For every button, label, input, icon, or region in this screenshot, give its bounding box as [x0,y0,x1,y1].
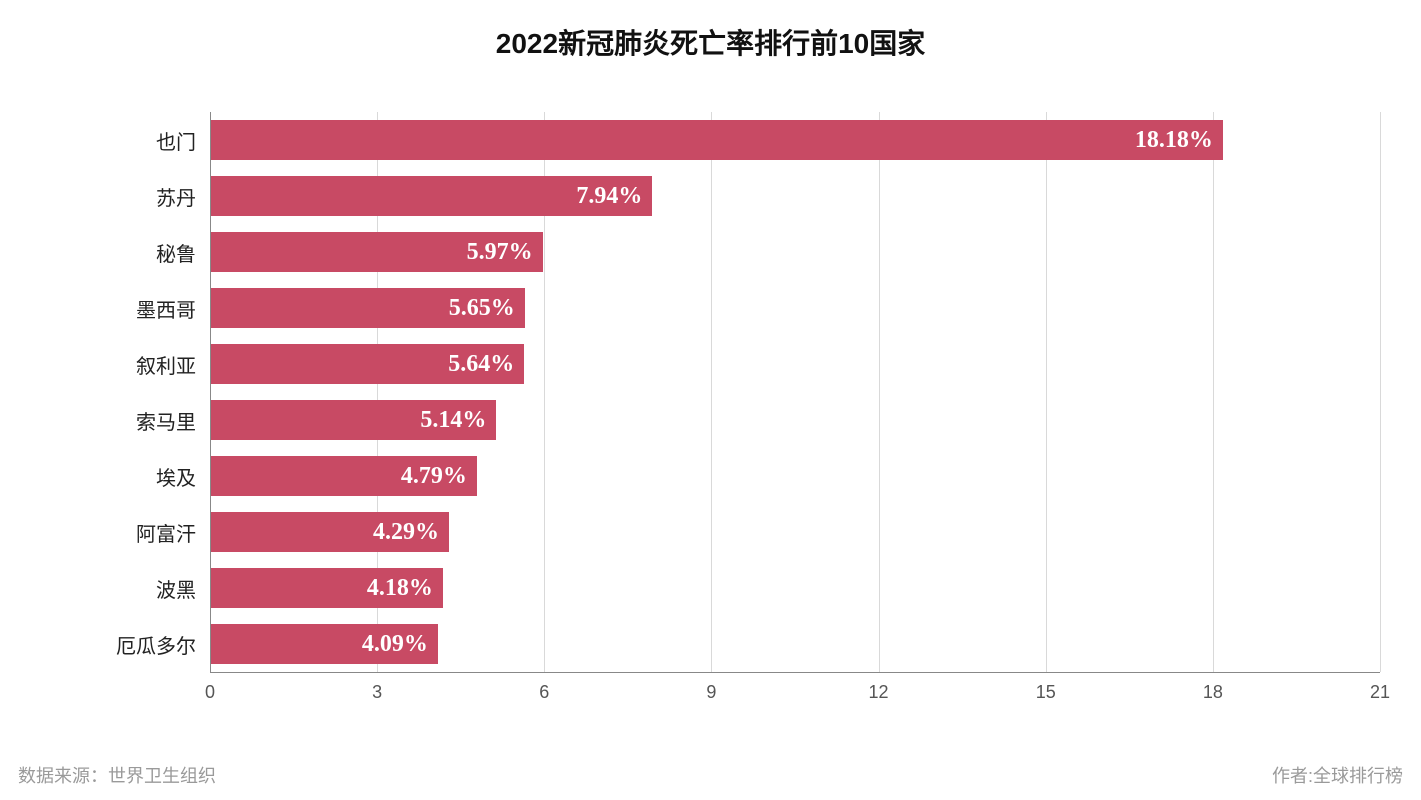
bar: 5.65% [210,288,525,328]
bar-row: 波黑 4.18% [90,568,1380,608]
bar-row: 厄瓜多尔 4.09% [90,624,1380,664]
bar-value-label: 4.18% [367,575,433,602]
bar-value-label: 5.14% [420,407,486,434]
bar-track: 5.64% [210,344,1380,384]
bar-value-label: 4.09% [362,631,428,658]
bar: 4.79% [210,456,477,496]
category-label: 也门 [90,126,210,155]
bar-track: 5.65% [210,288,1380,328]
x-tick-label: 0 [205,682,215,703]
category-label: 阿富汗 [90,518,210,547]
bar: 7.94% [210,176,652,216]
x-tick-label: 18 [1203,682,1223,703]
y-axis-line [210,112,211,672]
category-label: 墨西哥 [90,294,210,323]
bar-value-label: 7.94% [576,183,642,210]
bar-track: 4.09% [210,624,1380,664]
bar-row: 埃及 4.79% [90,456,1380,496]
bar-row: 秘鲁 5.97% [90,232,1380,272]
bar-row: 苏丹 7.94% [90,176,1380,216]
bar-value-label: 5.97% [467,239,533,266]
bar-track: 18.18% [210,120,1380,160]
bar-value-label: 18.18% [1135,127,1213,154]
category-label: 叙利亚 [90,350,210,379]
plot-area: 也门 18.18% 苏丹 7.94% 秘鲁 5.97% 墨西哥 5.65% 叙利亚 5.64% 索马… [90,112,1380,712]
bar: 4.09% [210,624,438,664]
bar-row: 也门 18.18% [90,120,1380,160]
x-axis-line [210,672,1380,673]
x-tick-label: 6 [539,682,549,703]
footer-source: 数据来源：世界卫生组织 [18,762,216,788]
category-label: 苏丹 [90,182,210,211]
bar-row: 阿富汗 4.29% [90,512,1380,552]
bar-track: 4.29% [210,512,1380,552]
category-label: 波黑 [90,574,210,603]
category-label: 埃及 [90,462,210,491]
category-label: 厄瓜多尔 [90,630,210,659]
bar: 18.18% [210,120,1223,160]
bar: 5.14% [210,400,496,440]
bar: 5.64% [210,344,524,384]
category-label: 秘鲁 [90,238,210,267]
bar-row: 叙利亚 5.64% [90,344,1380,384]
bar-track: 4.79% [210,456,1380,496]
x-tick-label: 15 [1036,682,1056,703]
bar-track: 4.18% [210,568,1380,608]
bar-value-label: 4.29% [373,519,439,546]
bar-value-label: 5.64% [448,351,514,378]
x-tick-label: 3 [372,682,382,703]
bar-value-label: 5.65% [449,295,515,322]
x-tick-label: 9 [706,682,716,703]
gridline [1380,112,1381,672]
chart-title: 2022新冠肺炎死亡率排行前10国家 [0,22,1421,62]
bar-row: 墨西哥 5.65% [90,288,1380,328]
bar: 4.18% [210,568,443,608]
x-tick-label: 21 [1370,682,1390,703]
bar-track: 7.94% [210,176,1380,216]
x-tick-label: 12 [869,682,889,703]
category-label: 索马里 [90,406,210,435]
footer-author: 作者:全球排行榜 [1272,762,1403,788]
bar: 5.97% [210,232,543,272]
bar-track: 5.97% [210,232,1380,272]
bar-track: 5.14% [210,400,1380,440]
bar-value-label: 4.79% [401,463,467,490]
bar-row: 索马里 5.14% [90,400,1380,440]
bar: 4.29% [210,512,449,552]
